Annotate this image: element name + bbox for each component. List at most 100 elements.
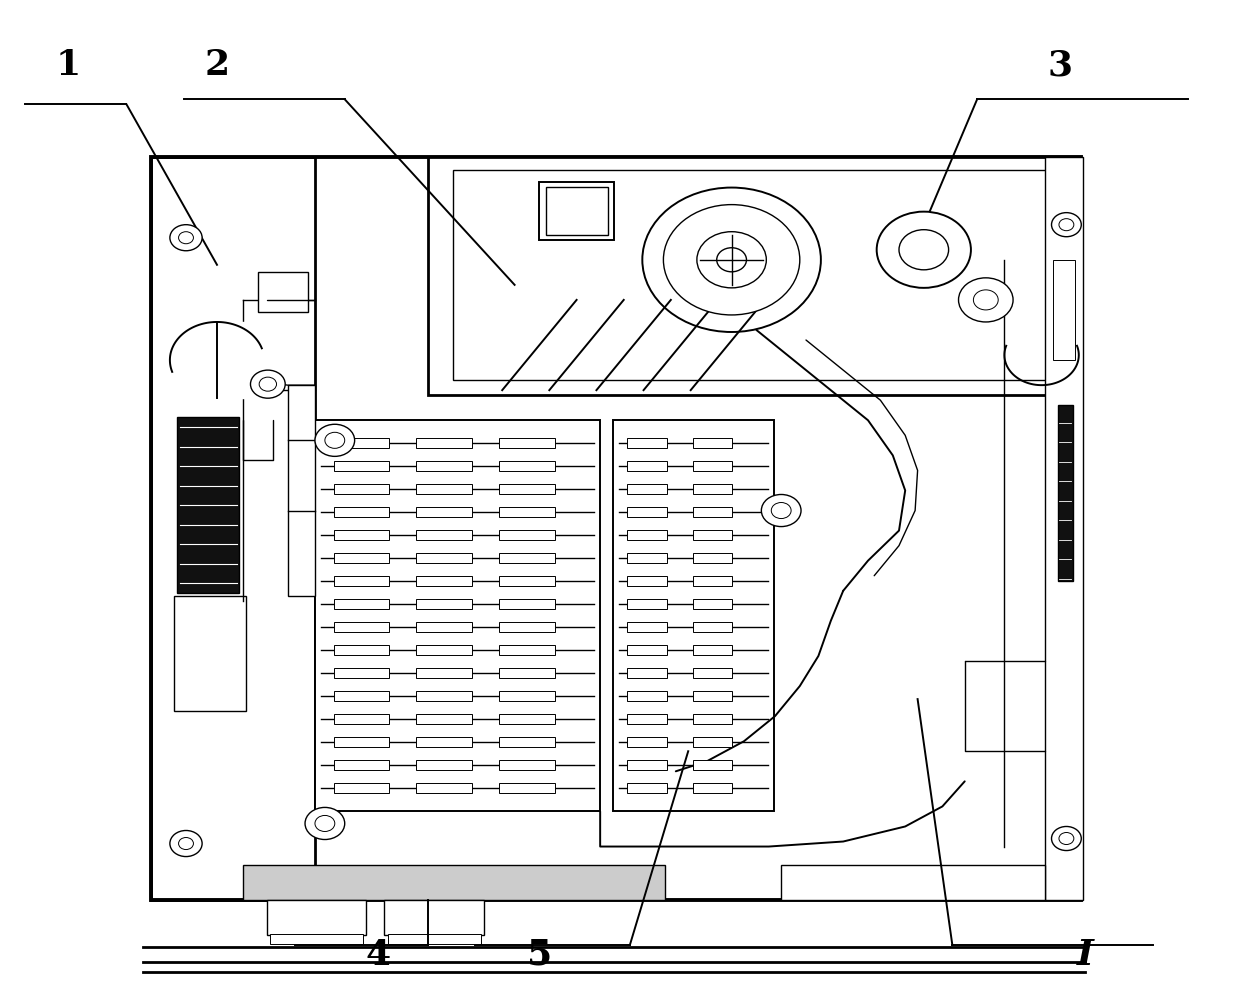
Circle shape bbox=[959, 279, 1013, 323]
Bar bbox=[498, 714, 554, 724]
Circle shape bbox=[1052, 213, 1081, 237]
Circle shape bbox=[697, 232, 766, 289]
Circle shape bbox=[259, 378, 277, 392]
Bar bbox=[498, 439, 554, 449]
Bar bbox=[627, 577, 667, 587]
Bar bbox=[546, 187, 608, 235]
Bar bbox=[334, 439, 389, 449]
Bar bbox=[334, 599, 389, 610]
Bar bbox=[270, 934, 363, 944]
Bar bbox=[692, 622, 732, 633]
Bar bbox=[498, 599, 554, 610]
Bar bbox=[539, 182, 614, 240]
Bar bbox=[498, 531, 554, 541]
Bar bbox=[498, 554, 554, 564]
Bar bbox=[692, 508, 732, 518]
Circle shape bbox=[305, 808, 345, 840]
Bar bbox=[627, 599, 667, 610]
Circle shape bbox=[315, 425, 355, 457]
Bar bbox=[288, 386, 315, 596]
Bar bbox=[627, 508, 667, 518]
Bar bbox=[1058, 406, 1073, 581]
Bar bbox=[627, 691, 667, 701]
Bar bbox=[334, 691, 389, 701]
Circle shape bbox=[1052, 827, 1081, 851]
Bar bbox=[627, 714, 667, 724]
Circle shape bbox=[761, 495, 801, 527]
Bar bbox=[334, 714, 389, 724]
Bar bbox=[692, 714, 732, 724]
Bar bbox=[177, 418, 239, 593]
Bar bbox=[627, 554, 667, 564]
Bar bbox=[151, 158, 315, 900]
Circle shape bbox=[771, 503, 791, 519]
Bar bbox=[692, 737, 732, 747]
Bar bbox=[334, 554, 389, 564]
Text: I: I bbox=[1076, 937, 1094, 971]
Circle shape bbox=[877, 212, 971, 289]
Bar bbox=[334, 622, 389, 633]
Bar bbox=[692, 462, 732, 472]
Circle shape bbox=[250, 371, 285, 399]
Bar bbox=[498, 668, 554, 678]
Text: 2: 2 bbox=[205, 48, 229, 82]
Bar bbox=[417, 554, 472, 564]
Bar bbox=[267, 900, 366, 935]
Bar bbox=[498, 645, 554, 655]
Bar bbox=[627, 531, 667, 541]
Bar bbox=[417, 577, 472, 587]
Bar bbox=[627, 462, 667, 472]
Bar bbox=[417, 737, 472, 747]
Bar bbox=[627, 485, 667, 495]
Bar bbox=[627, 737, 667, 747]
Bar bbox=[498, 508, 554, 518]
Bar bbox=[174, 596, 246, 711]
Bar bbox=[151, 158, 1081, 900]
Bar bbox=[498, 784, 554, 794]
Bar bbox=[334, 761, 389, 771]
Circle shape bbox=[663, 205, 800, 316]
Circle shape bbox=[642, 188, 821, 333]
Circle shape bbox=[325, 433, 345, 449]
Bar bbox=[1045, 158, 1083, 900]
Bar bbox=[334, 577, 389, 587]
Circle shape bbox=[717, 248, 746, 273]
Bar bbox=[498, 737, 554, 747]
Bar bbox=[692, 439, 732, 449]
Bar bbox=[417, 784, 472, 794]
Circle shape bbox=[1059, 833, 1074, 845]
Bar bbox=[692, 531, 732, 541]
Bar bbox=[417, 485, 472, 495]
Bar bbox=[692, 645, 732, 655]
Text: 3: 3 bbox=[1048, 48, 1073, 82]
Circle shape bbox=[170, 831, 202, 857]
Bar bbox=[692, 691, 732, 701]
Bar bbox=[627, 761, 667, 771]
Bar bbox=[417, 599, 472, 610]
Bar bbox=[627, 668, 667, 678]
Bar bbox=[613, 421, 774, 812]
Bar bbox=[417, 531, 472, 541]
Bar bbox=[417, 714, 472, 724]
Circle shape bbox=[179, 232, 193, 244]
Bar bbox=[692, 784, 732, 794]
Bar bbox=[627, 622, 667, 633]
Bar bbox=[692, 761, 732, 771]
Bar bbox=[334, 508, 389, 518]
Bar bbox=[258, 273, 308, 313]
Bar bbox=[453, 170, 1054, 381]
Bar bbox=[692, 599, 732, 610]
Bar bbox=[243, 865, 665, 900]
Circle shape bbox=[170, 225, 202, 252]
Bar bbox=[428, 158, 1079, 396]
Text: 1: 1 bbox=[56, 48, 81, 82]
Bar bbox=[1053, 261, 1075, 361]
Bar bbox=[417, 761, 472, 771]
Circle shape bbox=[179, 838, 193, 850]
Circle shape bbox=[973, 291, 998, 311]
Bar bbox=[417, 622, 472, 633]
Bar bbox=[692, 554, 732, 564]
Bar bbox=[334, 485, 389, 495]
Bar bbox=[417, 462, 472, 472]
Bar bbox=[384, 900, 484, 935]
